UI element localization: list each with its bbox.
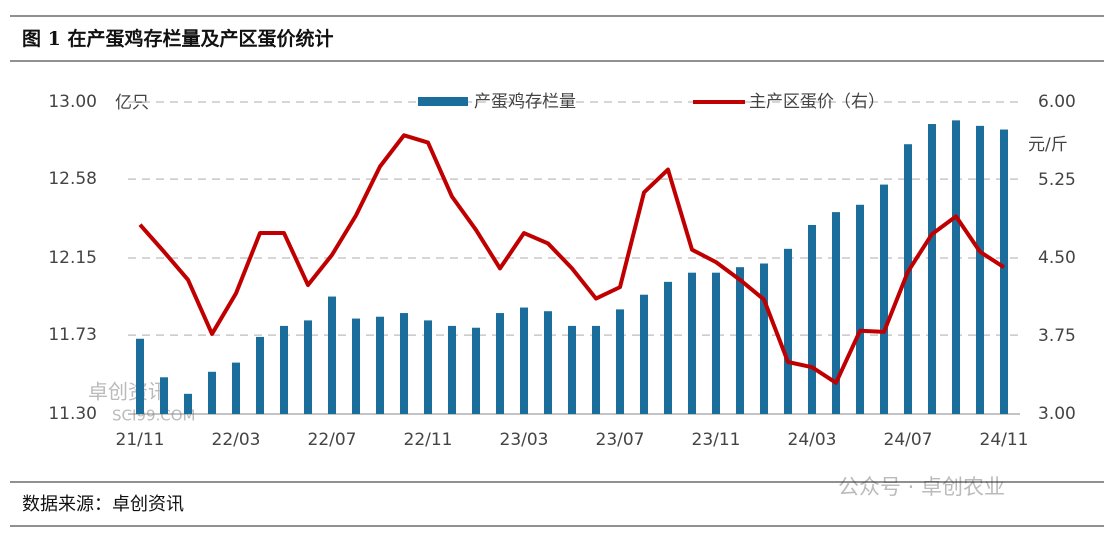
bar [856, 204, 864, 414]
bar [880, 184, 888, 414]
y2-tick-label: 3.00 [1038, 404, 1076, 424]
bar [208, 371, 216, 414]
x-tick-label: 24/11 [980, 430, 1029, 450]
bar [280, 325, 288, 414]
y-tick-label: 11.30 [48, 404, 97, 424]
bar [688, 272, 696, 414]
bar [232, 362, 240, 414]
bar [496, 313, 504, 414]
y2-tick-label: 6.00 [1038, 92, 1076, 112]
bar [304, 320, 312, 414]
bar [808, 224, 816, 414]
bar [592, 325, 600, 414]
bar [784, 248, 792, 414]
bar [976, 125, 984, 414]
legend-swatch [418, 97, 468, 106]
watermark: 卓创资讯 [88, 380, 168, 404]
bar [664, 281, 672, 414]
watermark: SCI99.COM [112, 407, 196, 425]
bar [640, 294, 648, 414]
legend-label: 主产区蛋价（右） [749, 92, 885, 112]
x-tick-label: 22/11 [404, 430, 453, 450]
y-tick-label: 13.00 [48, 92, 97, 112]
bar [952, 120, 960, 415]
y2-axis-unit: 元/斤 [1028, 135, 1068, 155]
x-tick-label: 22/07 [308, 430, 357, 450]
bar [352, 318, 360, 414]
bar [400, 313, 408, 414]
y-axis-unit: 亿只 [115, 93, 149, 113]
bar [544, 311, 552, 414]
bar [256, 336, 264, 414]
bar [136, 338, 144, 414]
y-tick-label: 12.15 [48, 248, 97, 268]
bar [760, 263, 768, 414]
bar [928, 124, 936, 414]
y2-tick-label: 4.50 [1038, 248, 1076, 268]
bar [160, 377, 168, 414]
bar [376, 316, 384, 414]
y2-tick-label: 5.25 [1038, 170, 1076, 190]
bar [328, 296, 336, 414]
x-tick-label: 22/03 [212, 430, 261, 450]
x-tick-label: 23/11 [692, 430, 741, 450]
y-tick-label: 12.58 [48, 169, 97, 189]
legend-label: 产蛋鸡存栏量 [474, 92, 576, 112]
x-tick-label: 24/07 [884, 430, 933, 450]
bar [520, 307, 528, 414]
bar [1000, 129, 1008, 414]
bar [448, 325, 456, 414]
x-tick-label: 21/11 [116, 430, 165, 450]
bar [904, 144, 912, 414]
bar [616, 309, 624, 414]
bar [712, 272, 720, 414]
line [138, 133, 1006, 385]
y-tick-label: 11.73 [48, 325, 97, 345]
bar [568, 325, 576, 414]
chart-title: 图 1 在产蛋鸡存栏量及产区蛋价统计 [22, 27, 333, 50]
bar [832, 212, 840, 414]
source: 数据来源：卓创资讯 [22, 494, 184, 515]
x-tick-label: 23/07 [596, 430, 645, 450]
watermark: 公众号 · 卓创农业 [838, 475, 1005, 499]
y2-tick-label: 3.75 [1038, 326, 1076, 346]
x-tick-label: 23/03 [500, 430, 549, 450]
bar [184, 393, 192, 414]
bar [736, 267, 744, 414]
x-tick-label: 24/03 [788, 430, 837, 450]
bar [472, 327, 480, 414]
bar [424, 320, 432, 414]
